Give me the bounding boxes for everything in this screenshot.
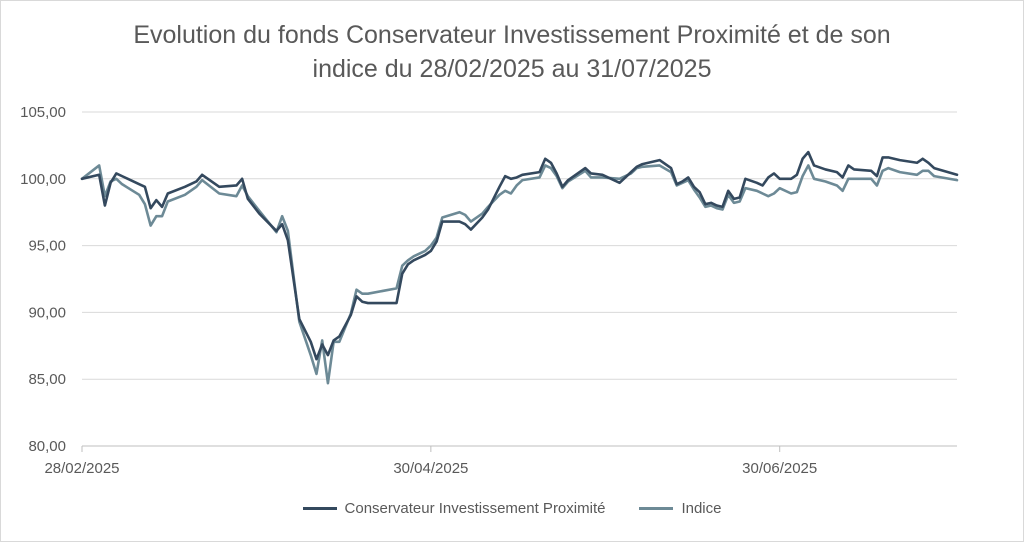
- y-tick-label: 100,00: [20, 171, 66, 188]
- y-tick-label: 85,00: [28, 371, 66, 388]
- chart-title-line-2: indice du 28/02/2025 au 31/07/2025: [312, 55, 712, 83]
- series-line-index: [80, 164, 959, 385]
- y-tick-label: 90,00: [28, 304, 66, 321]
- chart-title: Evolution du fonds Conservateur Investis…: [0, 18, 1024, 86]
- x-tick-label: 28/02/2025: [44, 460, 119, 477]
- legend-label-fund: Conservateur Investissement Proximité: [344, 500, 606, 517]
- y-tick-label: 80,00: [28, 438, 66, 455]
- x-tick-label: 30/04/2025: [393, 460, 468, 477]
- legend-swatch-fund: [302, 507, 337, 510]
- legend-item-fund: Conservateur Investissement Proximité: [302, 500, 606, 517]
- series-line-fund: [80, 150, 959, 361]
- x-tick-label: 30/06/2025: [742, 460, 817, 477]
- legend-swatch-index: [639, 507, 674, 510]
- y-tick-label: 105,00: [20, 104, 66, 121]
- chart-title-line-1: Evolution du fonds Conservateur Investis…: [133, 21, 891, 49]
- line-chart: 80,00 85,00 90,00 95,00 100,00 105,00 28/02/20…: [20, 104, 959, 477]
- legend-label-index: Indice: [681, 500, 722, 517]
- y-tick-label: 95,00: [28, 238, 66, 255]
- legend-item-index: Indice: [639, 500, 721, 517]
- legend: Conservateur Investissement Proximité In…: [0, 500, 1024, 517]
